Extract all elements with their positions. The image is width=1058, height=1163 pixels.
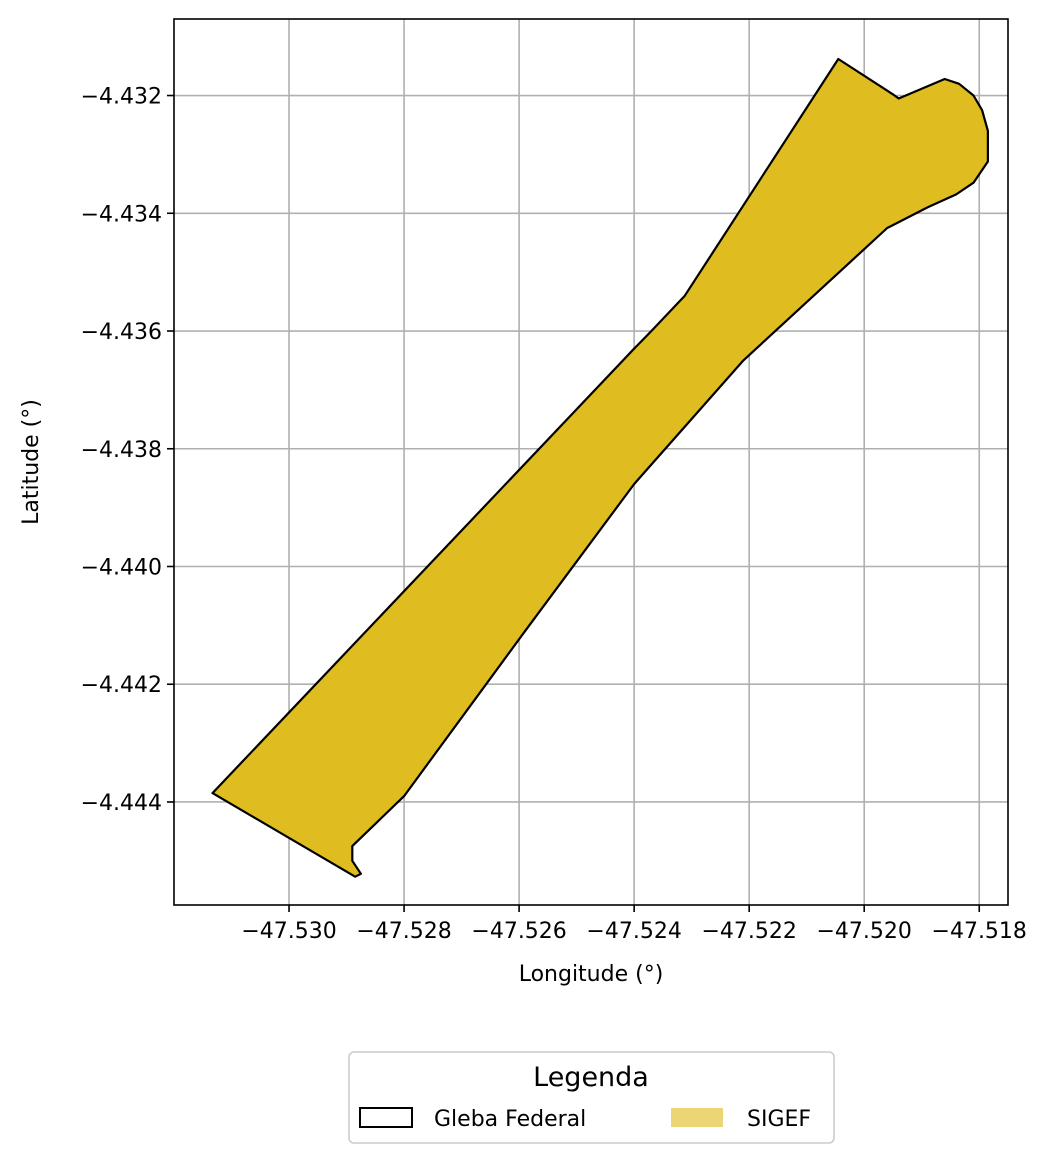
y-tick-label: −4.440 (81, 555, 162, 580)
x-tick-label: −47.526 (471, 919, 566, 944)
x-tick-label: −47.524 (586, 919, 681, 944)
x-tick-label: −47.528 (356, 919, 451, 944)
legend-swatch-sigef (671, 1108, 723, 1127)
x-tick-label: −47.518 (932, 919, 1027, 944)
y-tick-label: −4.434 (81, 202, 162, 227)
y-tick-label: −4.438 (81, 438, 162, 463)
legend-label-sigef: SIGEF (747, 1107, 811, 1132)
y-axis-label: Latitude (°) (19, 399, 44, 525)
y-tick-label: −4.432 (81, 85, 162, 110)
legend-title: Legenda (533, 1062, 649, 1093)
x-tick-label: −47.530 (241, 919, 336, 944)
y-tick-label: −4.444 (81, 791, 162, 816)
legend-label-gleba-federal: Gleba Federal (434, 1107, 586, 1132)
y-tick-label: −4.442 (81, 673, 162, 698)
x-tick-label: −47.522 (701, 919, 796, 944)
x-axis-label: Longitude (°) (519, 962, 664, 987)
legend: Legenda Gleba Federal SIGEF (349, 1052, 834, 1143)
y-tick-label: −4.436 (81, 320, 162, 345)
x-tick-label: −47.520 (816, 919, 911, 944)
